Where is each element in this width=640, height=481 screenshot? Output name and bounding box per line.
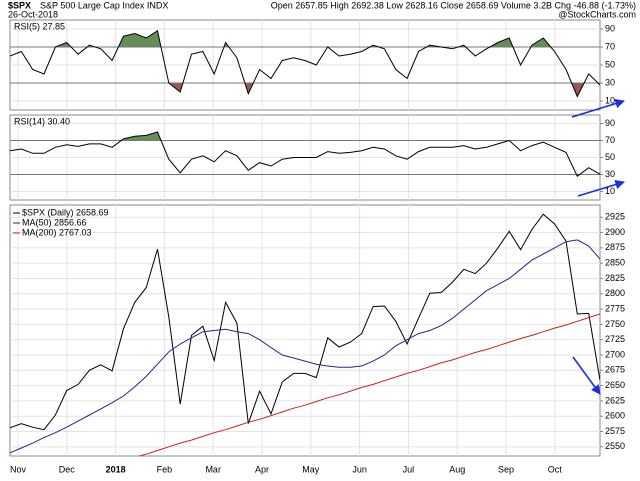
overbought-fill (10, 30, 600, 47)
panel-frame (9, 204, 601, 457)
legend-entry: MA(50) 2856.66 (22, 217, 87, 227)
y-tick-label: 2675 (605, 365, 625, 375)
symbol: $SPX (8, 0, 31, 10)
series-line (137, 313, 600, 456)
x-tick-label: Jun (352, 464, 367, 474)
y-tick-label: 2650 (605, 380, 625, 390)
y-tick-label: 2575 (605, 426, 625, 436)
y-tick-label: 90 (605, 23, 615, 33)
y-tick-label: 2800 (605, 288, 625, 298)
y-tick-label: 2600 (605, 411, 625, 421)
series-line (10, 29, 600, 98)
symbol-name: S&P 500 Large Cap Index INDX (40, 0, 168, 10)
y-tick-label: 2700 (605, 349, 625, 359)
y-tick-label: 30 (605, 169, 615, 179)
y-tick-label: 2825 (605, 273, 625, 283)
y-tick-label: 70 (605, 41, 615, 51)
annotation-arrow (571, 98, 625, 118)
credit: @StockCharts.com (558, 9, 636, 19)
y-tick-label: 50 (605, 59, 615, 69)
x-tick-label: Mar (205, 464, 221, 474)
panel-title: RSI(5) 27.85 (14, 21, 65, 31)
x-tick-label: May (302, 464, 320, 474)
y-tick-label: 2900 (605, 227, 625, 237)
oversold-fill (10, 174, 600, 177)
plot (10, 29, 600, 98)
legend-entry: MA(200) 2767.03 (22, 227, 92, 237)
x-tick-label: Nov (10, 464, 27, 474)
y-tick-label: 90 (605, 118, 615, 128)
x-tick-label: Aug (449, 464, 465, 474)
legend-entry: $SPX (Daily) 2658.69 (22, 207, 109, 217)
panel-title: RSI(14) 30.40 (14, 116, 70, 126)
x-tick-label: 2018 (106, 464, 126, 474)
y-tick-label: 2875 (605, 242, 625, 252)
y-tick-label: 2750 (605, 319, 625, 329)
y-tick-label: 10 (605, 186, 615, 196)
y-tick-label: 50 (605, 152, 615, 162)
y-tick-label: 2625 (605, 395, 625, 405)
plot (10, 213, 600, 456)
annotation-arrow (577, 179, 625, 197)
x-tick-label: Dec (59, 464, 76, 474)
annotation-arrow (572, 356, 601, 395)
overbought-fill (10, 132, 600, 141)
y-tick-label: 2725 (605, 334, 625, 344)
series-line (10, 239, 600, 454)
x-tick-label: Sep (498, 464, 514, 474)
date: 26-Oct-2018 (8, 9, 58, 19)
plot (10, 131, 600, 177)
x-tick-label: Oct (548, 464, 563, 474)
y-tick-label: 10 (605, 95, 615, 105)
y-tick-label: 2550 (605, 441, 625, 451)
stats: Open 2657.85 High 2692.38 Low 2628.16 Cl… (271, 0, 636, 10)
series-line (10, 213, 600, 431)
x-tick-label: Jul (403, 464, 415, 474)
oversold-fill (10, 83, 600, 97)
x-tick-label: Feb (157, 464, 173, 474)
series-line (10, 131, 600, 177)
y-tick-label: 2925 (605, 212, 625, 222)
x-tick-label: Apr (255, 464, 269, 474)
y-tick-label: 70 (605, 135, 615, 145)
y-tick-label: 2775 (605, 303, 625, 313)
y-tick-label: 30 (605, 77, 615, 87)
y-tick-label: 2850 (605, 258, 625, 268)
